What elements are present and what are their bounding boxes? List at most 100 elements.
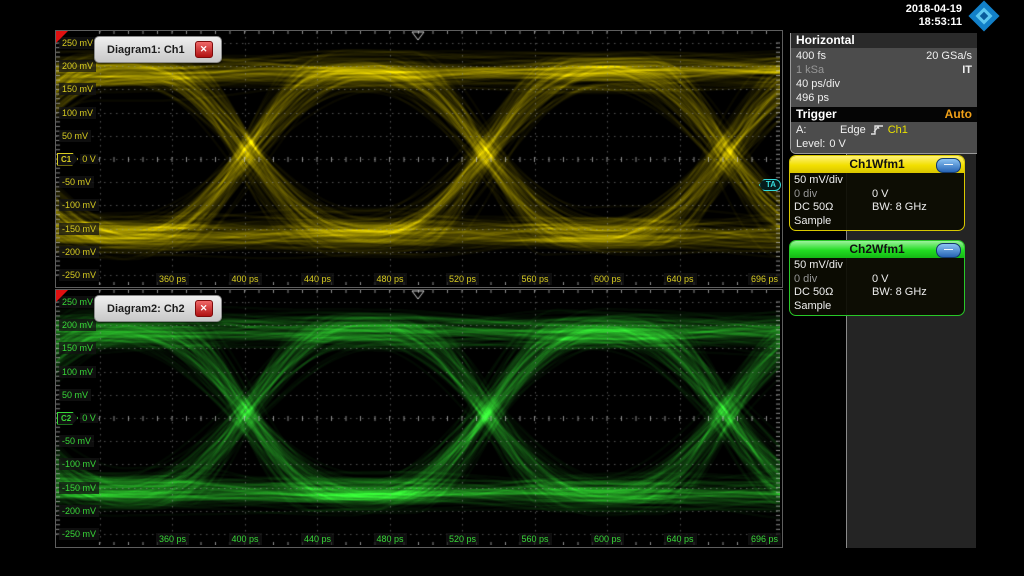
trigger-type: Edge bbox=[840, 124, 866, 136]
ch1-coupling: DC 50Ω bbox=[794, 201, 834, 213]
sample-rate-value: 20 GSa/s bbox=[926, 50, 972, 62]
y-axis-label: -150 mV bbox=[59, 222, 100, 235]
y-axis-label: 250 mV bbox=[59, 296, 97, 308]
trigger-section-body[interactable]: A: Edge Ch1 Level: 0 V bbox=[791, 122, 977, 153]
y-axis-label: 100 mV bbox=[59, 365, 97, 378]
trigger-title: Trigger bbox=[796, 107, 837, 121]
clipping-indicator-icon bbox=[56, 31, 68, 43]
ch2-position: 0 div bbox=[794, 272, 818, 285]
x-axis-label: 480 ps bbox=[373, 273, 407, 285]
x-axis-label: 440 ps bbox=[301, 273, 335, 285]
diagram1-ch1[interactable]: Diagram1: Ch1 ✕ TA 250 mV 200 mV 150 mV 100… bbox=[55, 30, 783, 288]
horizontal-section-header[interactable]: Horizontal bbox=[791, 33, 977, 48]
y-axis-label: 150 mV bbox=[59, 342, 97, 355]
y-axis-label: -150 mV bbox=[59, 481, 100, 494]
clipping-indicator-icon bbox=[56, 290, 68, 302]
ch2-bandwidth: BW: 8 GHz bbox=[872, 286, 927, 298]
ch1-waveform-title: Ch1Wfm1 bbox=[849, 157, 905, 171]
y-axis-label: 100 mV bbox=[59, 106, 97, 119]
x-axis-label: 360 ps bbox=[156, 273, 190, 285]
rohde-schwarz-logo-icon bbox=[968, 0, 1002, 32]
rising-edge-icon bbox=[870, 124, 884, 136]
close-icon[interactable]: ✕ bbox=[194, 41, 213, 58]
ch1-waveform-header[interactable]: Ch1Wfm1 — bbox=[790, 156, 964, 173]
y-axis-label: 200 mV bbox=[59, 319, 97, 332]
x-axis-label: 560 ps bbox=[518, 273, 552, 285]
x-axis-label: 400 ps bbox=[228, 273, 262, 285]
ch2-acquisition-mode: Sample bbox=[794, 299, 832, 312]
x-axis-label: 440 ps bbox=[301, 533, 335, 545]
ch2-coupling: DC 50Ω bbox=[794, 286, 834, 298]
ch2-waveform-box[interactable]: Ch2Wfm1 — 50 mV/div 0 div 0 V DC 50Ω BW:… bbox=[789, 240, 965, 316]
ch1-acquisition-mode: Sample bbox=[794, 214, 832, 227]
x-axis-label: 640 ps bbox=[663, 273, 697, 285]
trigger-level-value: 0 V bbox=[829, 138, 846, 150]
trigger-level-marker[interactable]: TA bbox=[758, 179, 781, 191]
horizontal-section-body[interactable]: 400 fs 20 GSa/s 1 kSa IT 40 ps/div 496 p… bbox=[791, 48, 977, 107]
interpolation-mode: IT bbox=[962, 64, 972, 76]
y-axis-label: -200 mV bbox=[59, 245, 100, 258]
y-axis-label: 150 mV bbox=[59, 83, 97, 96]
tab-diagram2[interactable]: Diagram2: Ch2 ✕ bbox=[94, 295, 222, 322]
y-axis-label: 0 V bbox=[80, 154, 98, 164]
x-axis-label: 520 ps bbox=[446, 533, 480, 545]
tab-diagram1[interactable]: Diagram1: Ch1 ✕ bbox=[94, 36, 222, 63]
ch1-scale: 50 mV/div bbox=[794, 174, 843, 186]
ch1-waveform-box[interactable]: Ch1Wfm1 — 50 mV/div 0 div 0 V DC 50Ω BW:… bbox=[789, 155, 965, 231]
trigger-mode-badge: Auto bbox=[944, 107, 972, 121]
x-axis-label: 400 ps bbox=[228, 533, 262, 545]
y-axis-label: -50 mV bbox=[59, 176, 95, 189]
date-label: 2018-04-19 bbox=[905, 3, 962, 15]
tab-diagram2-label: Diagram2: Ch2 bbox=[107, 302, 185, 315]
channel-offset-marker[interactable]: C2 bbox=[57, 411, 79, 425]
trigger-sequence-label: A: bbox=[796, 124, 807, 136]
horizontal-title: Horizontal bbox=[796, 33, 855, 47]
ch1-position: 0 div bbox=[794, 187, 818, 200]
y-axis-label: 50 mV bbox=[59, 129, 92, 142]
horizontal-trigger-panel[interactable]: Horizontal 400 fs 20 GSa/s 1 kSa IT 40 p… bbox=[790, 33, 977, 154]
time-label: 18:53:11 bbox=[918, 16, 962, 28]
eye-diagram-canvas-ch2[interactable] bbox=[56, 290, 780, 545]
y-axis-label: -100 mV bbox=[59, 199, 100, 212]
ch2-offset: 0 V bbox=[872, 272, 889, 285]
x-axis-edge-label: 696 ps bbox=[747, 273, 781, 285]
y-axis-label: -250 mV bbox=[59, 528, 100, 540]
y-axis-label: -250 mV bbox=[59, 269, 100, 281]
y-axis-label: 50 mV bbox=[59, 388, 92, 401]
x-axis-edge-label: 696 ps bbox=[747, 533, 781, 545]
y-axis-label: 250 mV bbox=[59, 37, 97, 49]
trigger-source: Ch1 bbox=[887, 124, 908, 136]
zero-level-row: C2 0 V bbox=[57, 411, 98, 425]
y-axis-label: -200 mV bbox=[59, 504, 100, 517]
zero-level-row: C1 0 V bbox=[57, 152, 98, 166]
channel-offset-marker[interactable]: C1 bbox=[57, 152, 79, 166]
x-axis-label: 480 ps bbox=[373, 533, 407, 545]
close-icon[interactable]: ✕ bbox=[194, 300, 213, 317]
x-axis-label: 640 ps bbox=[663, 533, 697, 545]
x-axis-label: 600 ps bbox=[591, 533, 625, 545]
trigger-section-header[interactable]: Trigger Auto bbox=[791, 107, 977, 122]
y-axis-label: -50 mV bbox=[59, 435, 95, 448]
resolution-value: 400 fs bbox=[796, 50, 826, 62]
minimize-icon[interactable]: — bbox=[936, 243, 961, 258]
eye-diagram-canvas-ch1[interactable] bbox=[56, 31, 780, 285]
x-axis-label: 360 ps bbox=[156, 533, 190, 545]
ch1-bandwidth: BW: 8 GHz bbox=[872, 201, 927, 213]
record-length-value: 1 kSa bbox=[796, 64, 825, 76]
ch2-waveform-title: Ch2Wfm1 bbox=[849, 242, 905, 256]
acquisition-time: 496 ps bbox=[796, 92, 830, 104]
datetime-display: 2018-04-19 18:53:11 bbox=[906, 3, 962, 29]
trigger-level-label: Level: bbox=[796, 138, 826, 150]
ch2-waveform-header[interactable]: Ch2Wfm1 — bbox=[790, 241, 964, 258]
diagram2-ch2[interactable]: Diagram2: Ch2 ✕ 250 mV 200 mV 150 mV 100 mV… bbox=[55, 289, 783, 548]
y-axis-label: -100 mV bbox=[59, 458, 100, 471]
y-axis-label: 200 mV bbox=[59, 60, 97, 73]
timebase-scale: 40 ps/div bbox=[796, 78, 841, 90]
ch1-offset: 0 V bbox=[872, 187, 889, 200]
minimize-icon[interactable]: — bbox=[936, 158, 961, 173]
y-axis-label: 0 V bbox=[80, 413, 98, 423]
x-axis-label: 560 ps bbox=[518, 533, 552, 545]
ch2-scale: 50 mV/div bbox=[794, 259, 843, 271]
tab-diagram1-label: Diagram1: Ch1 bbox=[107, 43, 185, 56]
